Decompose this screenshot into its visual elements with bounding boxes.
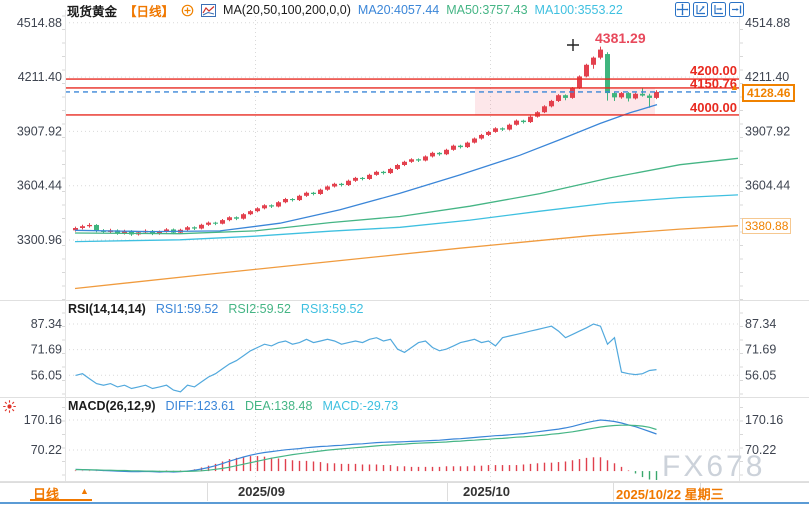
- rsi-header: RSI(14,14,14) RSI1:59.52 RSI2:59.52 RSI3…: [68, 302, 363, 316]
- time-axis-bar: [0, 482, 809, 502]
- watermark: FX678: [662, 450, 766, 483]
- indicator-alert-icon[interactable]: [2, 399, 17, 419]
- ma100-line: [74, 194, 739, 243]
- hline-label-4150: 4150.76: [690, 76, 737, 91]
- y-axis-label: 3907.92: [17, 124, 62, 138]
- macd-header: MACD(26,12,9) DIFF:123.61 DEA:138.48 MAC…: [68, 399, 398, 413]
- y-axis-label: 70.22: [745, 443, 776, 457]
- rsi2-value-label: RSI2:59.52: [228, 302, 291, 316]
- y-axis-label: 87.34: [31, 317, 62, 331]
- scale-x-axis-icon[interactable]: [711, 2, 726, 17]
- ma20-value-label: MA20:4057.44: [357, 3, 440, 17]
- y-axis-label: 70.22: [31, 443, 62, 457]
- symbol-title: 现货黄金: [67, 4, 118, 19]
- scale-y-axis-icon[interactable]: [693, 2, 708, 17]
- move-crosshair-icon[interactable]: [675, 2, 690, 17]
- ma100-value-label: MA100:3553.22: [534, 3, 623, 17]
- chart-toolbar: [675, 2, 744, 17]
- y-axis-label: 170.16: [745, 413, 783, 427]
- hline-label-4000: 4000.00: [690, 100, 737, 115]
- chart-style-icon[interactable]: [201, 3, 217, 17]
- y-axis-label: 3604.44: [745, 179, 790, 193]
- y-axis-label: 3300.96: [17, 233, 62, 247]
- rsi3-value-label: RSI3:59.52: [300, 302, 364, 316]
- y-axis-label: 3907.92: [745, 124, 790, 138]
- axis-separator: [207, 482, 208, 501]
- macd-histogram: [74, 456, 658, 481]
- y-axis-label: 4514.88: [745, 16, 790, 30]
- last-price-tag: 4128.46: [742, 84, 796, 102]
- rsi1-value-label: RSI1:59.52: [155, 302, 219, 316]
- period-tag[interactable]: 【日线】: [124, 4, 175, 19]
- hline-label-4200: 4200.00: [690, 63, 737, 78]
- ma200-line: [74, 225, 739, 290]
- y-axis-label: 56.05: [31, 368, 62, 382]
- axis-separator: [700, 482, 701, 501]
- interval-tab-underline: [30, 499, 92, 501]
- y-axis-label: 87.34: [745, 317, 776, 331]
- macd-hist-label: MACD:-29.73: [322, 399, 399, 413]
- add-indicator-icon[interactable]: [181, 4, 194, 17]
- interval-dropdown-icon[interactable]: ▲: [80, 486, 89, 496]
- macd-title[interactable]: MACD(26,12,9): [68, 399, 156, 413]
- ma200-value-tag: 3380.88: [742, 218, 792, 234]
- axis-separator: [613, 482, 614, 501]
- macd-diff-label: DIFF:123.61: [165, 399, 236, 413]
- y-axis-label: 71.69: [745, 343, 776, 357]
- price-up-arrow-icon: ▲: [730, 82, 739, 92]
- bottom-accent-line: [0, 502, 809, 504]
- ma50-value-label: MA50:3757.43: [446, 3, 528, 17]
- go-to-latest-icon[interactable]: [729, 2, 744, 17]
- y-axis-label: 4211.40: [18, 70, 62, 84]
- ma50-line: [74, 157, 739, 235]
- high-marker-cross: [567, 39, 579, 51]
- y-axis-label: 3604.44: [17, 179, 62, 193]
- chart-header: 现货黄金 【日线】 MA(20,50,100,200,0,0) MA20:405…: [67, 2, 623, 19]
- month-label-sep: 2025/09: [238, 484, 285, 499]
- rsi-title[interactable]: RSI(14,14,14): [68, 302, 146, 316]
- macd-dea-line: [75, 424, 657, 472]
- y-axis-label: 4514.88: [17, 16, 62, 30]
- month-label-oct: 2025/10: [463, 484, 510, 499]
- current-date-label: 2025/10/22 星期三: [616, 487, 724, 502]
- y-axis-label: 71.69: [31, 343, 62, 357]
- ma-settings-label[interactable]: MA(20,50,100,200,0,0): [223, 3, 351, 17]
- macd-dea-label: DEA:138.48: [245, 399, 313, 413]
- rsi-line: [75, 323, 657, 393]
- high-price-label: 4381.29: [595, 30, 646, 46]
- macd-diff-line: [75, 419, 657, 473]
- axis-separator: [447, 482, 448, 501]
- y-axis-label: 56.05: [745, 368, 776, 382]
- interval-tab-daily[interactable]: 日线: [33, 487, 60, 502]
- y-axis-label: 170.16: [24, 413, 62, 427]
- ma20-line: [74, 103, 658, 233]
- y-axis-label: 4211.40: [745, 70, 789, 84]
